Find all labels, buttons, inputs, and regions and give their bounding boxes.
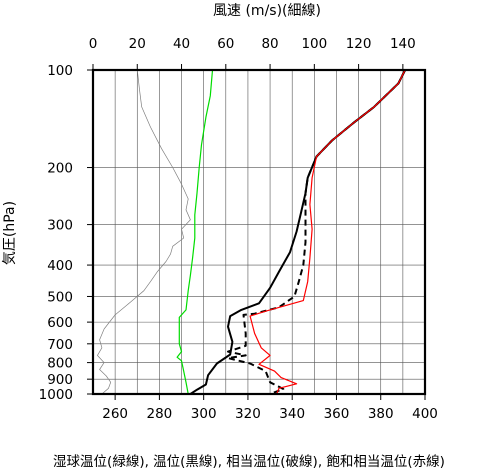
bottom-tick-label: 260 xyxy=(102,406,128,422)
bottom-tick-label: 380 xyxy=(368,406,394,422)
pressure-tick-label: 200 xyxy=(47,161,73,177)
top-tick-label: 140 xyxy=(390,36,416,52)
series-line-0 xyxy=(97,69,191,395)
plot-frame xyxy=(91,68,427,396)
series-line-1 xyxy=(176,69,214,395)
top-tick-label: 120 xyxy=(346,36,372,52)
bottom-tick-label: 280 xyxy=(147,406,173,422)
top-tick-label: 80 xyxy=(261,36,278,52)
y-axis-label: 気圧(hPa) xyxy=(2,201,18,265)
top-tick-label: 40 xyxy=(173,36,190,52)
bottom-tick-label: 320 xyxy=(235,406,261,422)
grid-lines xyxy=(92,69,426,395)
pressure-tick-label: 100 xyxy=(47,63,73,79)
top-tick-label: 0 xyxy=(89,36,98,52)
pressure-tick-label: 600 xyxy=(47,315,73,331)
top-tick-label: 20 xyxy=(129,36,146,52)
bottom-tick-label: 340 xyxy=(279,406,305,422)
bottom-axis-label: 湿球温位(緑線), 温位(黒線), 相当温位(破線), 飽和相当温位(赤線) xyxy=(53,454,445,470)
series-lines xyxy=(97,69,406,395)
bottom-tick-label: 360 xyxy=(324,406,350,422)
axis-ticks: 0 20 40 60 80 100 120 140 260 280 300 320 340 360 380 4… xyxy=(39,36,438,422)
bottom-tick-label: 400 xyxy=(412,406,438,422)
pressure-tick-label: 300 xyxy=(47,218,73,234)
pressure-tick-label: 1000 xyxy=(39,387,73,403)
pressure-tick-label: 700 xyxy=(47,337,73,353)
top-tick-label: 60 xyxy=(217,36,234,52)
series-line-4 xyxy=(249,69,406,395)
top-tick-label: 100 xyxy=(301,36,327,52)
pressure-tick-label: 800 xyxy=(47,356,73,372)
top-axis-label: 風速 (m/s)(細線) xyxy=(213,3,321,19)
pressure-tick-label: 900 xyxy=(47,372,73,388)
series-line-3 xyxy=(227,69,406,395)
series-line-2 xyxy=(189,69,406,395)
pressure-tick-label: 500 xyxy=(47,289,73,305)
bottom-tick-label: 300 xyxy=(191,406,217,422)
pressure-tick-label: 400 xyxy=(47,258,73,274)
